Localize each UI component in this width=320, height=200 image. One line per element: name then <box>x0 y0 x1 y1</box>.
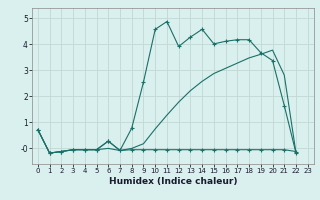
X-axis label: Humidex (Indice chaleur): Humidex (Indice chaleur) <box>108 177 237 186</box>
